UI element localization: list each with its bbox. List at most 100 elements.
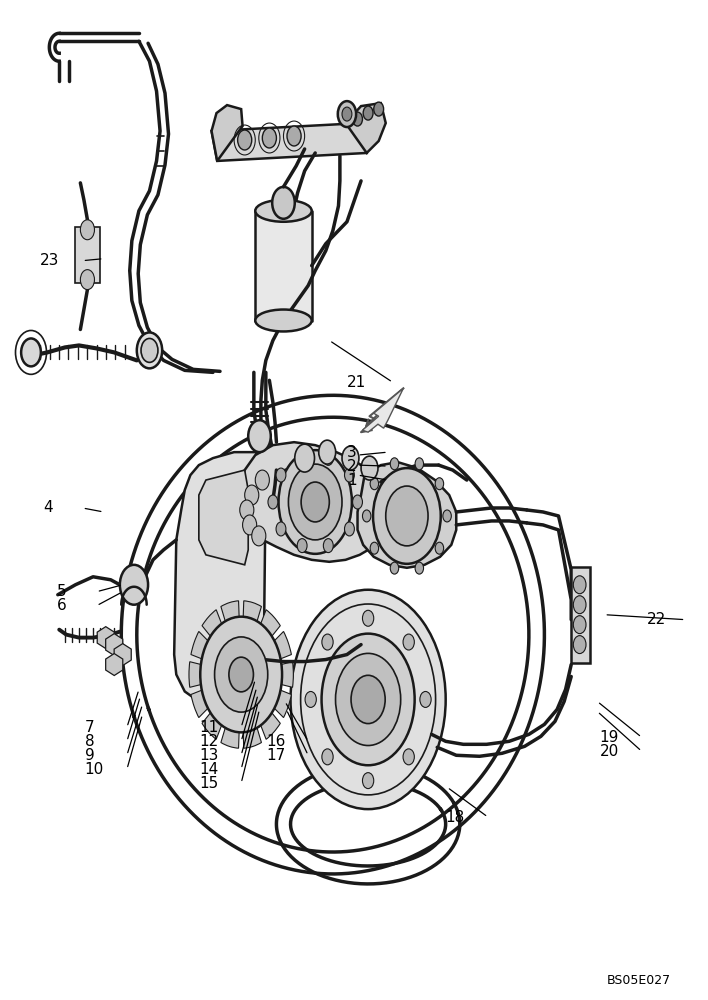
Bar <box>256 211 312 320</box>
Ellipse shape <box>256 310 312 331</box>
Text: 22: 22 <box>646 612 666 627</box>
Wedge shape <box>280 662 293 687</box>
Circle shape <box>319 440 336 464</box>
Text: 1: 1 <box>347 473 357 488</box>
Text: BS05E027: BS05E027 <box>607 974 670 987</box>
Circle shape <box>81 220 94 240</box>
Circle shape <box>276 522 286 536</box>
Circle shape <box>256 470 269 490</box>
Bar <box>571 567 590 663</box>
Circle shape <box>295 444 314 472</box>
Circle shape <box>353 112 362 126</box>
Circle shape <box>81 270 94 290</box>
Circle shape <box>435 542 444 554</box>
Circle shape <box>301 482 329 522</box>
Text: 2: 2 <box>347 459 357 474</box>
Text: 17: 17 <box>266 748 285 763</box>
Wedge shape <box>243 601 261 623</box>
Text: 20: 20 <box>600 744 619 759</box>
Text: 11: 11 <box>199 720 218 735</box>
Circle shape <box>363 106 373 120</box>
Circle shape <box>322 749 333 765</box>
Polygon shape <box>212 105 243 161</box>
Circle shape <box>324 451 333 465</box>
Text: 5: 5 <box>57 584 66 599</box>
Text: 8: 8 <box>84 734 94 749</box>
Polygon shape <box>174 452 266 704</box>
Text: 19: 19 <box>600 730 619 745</box>
Circle shape <box>338 101 356 127</box>
Text: 16: 16 <box>266 734 285 749</box>
Circle shape <box>263 128 276 148</box>
Circle shape <box>353 495 362 509</box>
Text: 7: 7 <box>84 720 94 735</box>
Circle shape <box>245 485 259 505</box>
Circle shape <box>137 332 162 368</box>
Circle shape <box>321 634 415 765</box>
Circle shape <box>373 468 441 564</box>
Wedge shape <box>243 726 261 748</box>
Circle shape <box>243 515 257 535</box>
Circle shape <box>420 691 431 707</box>
Text: 3: 3 <box>347 445 357 460</box>
Circle shape <box>403 749 414 765</box>
Circle shape <box>272 187 295 219</box>
Polygon shape <box>346 103 386 153</box>
Text: 13: 13 <box>199 748 218 763</box>
Ellipse shape <box>256 200 312 222</box>
Polygon shape <box>199 470 249 565</box>
Polygon shape <box>97 627 114 649</box>
Circle shape <box>324 539 333 553</box>
Circle shape <box>362 773 374 789</box>
Wedge shape <box>273 631 292 659</box>
Circle shape <box>390 562 399 574</box>
Circle shape <box>141 338 158 362</box>
Circle shape <box>573 636 586 654</box>
Circle shape <box>288 464 342 540</box>
Wedge shape <box>260 711 280 739</box>
Circle shape <box>229 657 253 692</box>
Polygon shape <box>212 123 367 161</box>
Circle shape <box>252 526 266 546</box>
Wedge shape <box>191 690 209 718</box>
Circle shape <box>361 456 378 480</box>
Polygon shape <box>362 388 404 432</box>
Circle shape <box>297 539 307 553</box>
Circle shape <box>278 450 352 554</box>
Circle shape <box>336 653 401 746</box>
Wedge shape <box>221 601 239 623</box>
Circle shape <box>21 338 41 366</box>
Circle shape <box>415 458 423 470</box>
Text: 10: 10 <box>84 762 104 777</box>
Circle shape <box>290 590 445 809</box>
Circle shape <box>120 565 148 605</box>
Polygon shape <box>358 462 456 568</box>
Circle shape <box>573 596 586 614</box>
Circle shape <box>276 468 286 482</box>
Polygon shape <box>114 644 131 666</box>
Circle shape <box>268 495 278 509</box>
Circle shape <box>249 420 270 452</box>
Text: 21: 21 <box>347 375 366 390</box>
Text: 23: 23 <box>40 253 59 268</box>
Circle shape <box>573 576 586 594</box>
Circle shape <box>215 637 268 712</box>
Circle shape <box>435 478 444 490</box>
Polygon shape <box>105 654 122 676</box>
Wedge shape <box>189 662 202 687</box>
Text: 4: 4 <box>44 500 53 515</box>
Circle shape <box>345 468 355 482</box>
Wedge shape <box>191 631 209 659</box>
Circle shape <box>370 542 379 554</box>
Wedge shape <box>221 726 239 748</box>
Circle shape <box>573 616 586 634</box>
Circle shape <box>362 610 374 626</box>
Circle shape <box>345 522 355 536</box>
Text: 18: 18 <box>445 810 465 825</box>
Polygon shape <box>238 442 391 562</box>
Text: 15: 15 <box>199 776 218 791</box>
Text: 6: 6 <box>57 598 66 613</box>
Polygon shape <box>105 634 122 656</box>
Circle shape <box>362 510 371 522</box>
Circle shape <box>374 102 384 116</box>
